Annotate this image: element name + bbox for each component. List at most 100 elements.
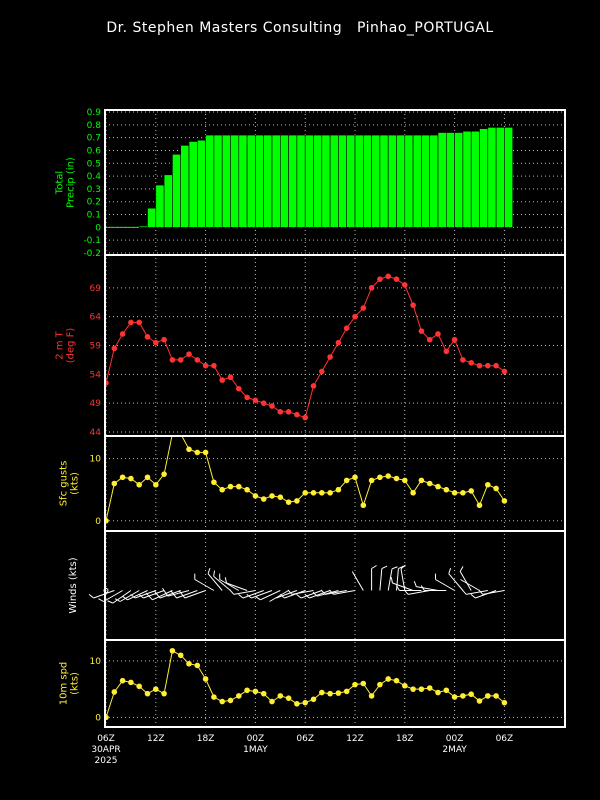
precip-bar-20	[271, 134, 281, 228]
temp-point-47	[493, 362, 499, 369]
precip-y-tick-4: 0.5	[87, 159, 101, 169]
wspd-point-47	[493, 693, 499, 699]
temp-point-21	[277, 409, 284, 415]
wspd-point-33	[377, 681, 383, 688]
precip-bar-28	[338, 134, 347, 228]
gust-point-31	[360, 502, 367, 509]
temp-y-tick-2: 59	[90, 342, 102, 352]
ylabel-0-0: Total	[55, 171, 66, 195]
wind-barb-32	[371, 565, 377, 591]
x-tick-label-6: 18Z	[396, 734, 414, 744]
x-tick-label-1: 12Z	[147, 734, 165, 744]
gust-point-47	[493, 485, 499, 492]
gust-point-39	[426, 480, 433, 487]
temp-point-39	[426, 336, 433, 343]
precip-bar-35	[396, 134, 406, 228]
precip-bar-39	[429, 134, 439, 228]
gust-point-23	[294, 498, 300, 504]
wspd-point-8	[169, 647, 176, 654]
temp-point-16	[236, 385, 242, 392]
wind-barb-10	[162, 588, 190, 597]
temp-point-42	[451, 336, 458, 343]
precip-bar-14	[221, 134, 231, 228]
wspd-point-32	[368, 693, 375, 699]
wind-barb-39	[403, 589, 430, 595]
gust-point-21	[277, 494, 284, 500]
precip-bar-15	[230, 134, 240, 228]
temp-point-28	[335, 339, 342, 346]
x-tick-year-0: 2025	[95, 756, 118, 766]
precip-bar-27	[329, 134, 339, 228]
gust-point-11	[194, 449, 201, 456]
precip-bar-23	[296, 134, 306, 228]
ylabel-4-1: (kts)	[70, 672, 81, 695]
gust-point-28	[335, 486, 342, 493]
precip-bar-44	[470, 130, 480, 228]
wspd-point-29	[343, 688, 350, 695]
precip-bar-12	[205, 134, 215, 228]
wspd-point-34	[385, 676, 392, 682]
precip-bar-26	[321, 134, 331, 228]
gust-point-22	[285, 499, 292, 505]
wind-barb-41	[420, 585, 447, 591]
wind-barb-44	[459, 566, 472, 591]
wspd-point-28	[335, 690, 342, 696]
panel-frame-3	[104, 530, 566, 641]
temp-y-tick-3: 54	[90, 370, 102, 380]
wind-barb-40	[413, 581, 439, 591]
temp-point-41	[443, 348, 450, 355]
wspd-y-tick-1: 0	[95, 713, 101, 723]
wind-barb-48	[478, 589, 505, 595]
gust-point-27	[327, 490, 333, 496]
wind-barb-23	[276, 590, 298, 599]
gust-y-tick-0: 10	[90, 455, 102, 465]
precip-y-tick-10: -0.1	[83, 236, 101, 246]
wind-barb-46	[461, 589, 488, 595]
gust-series	[105, 436, 508, 524]
wspd-point-14	[219, 698, 225, 705]
x-tick-label-4: 06Z	[296, 734, 314, 744]
wind-barb-1	[88, 590, 115, 599]
wind-barb-31	[351, 571, 364, 591]
gust-point-24	[302, 490, 309, 496]
gust-point-4	[136, 481, 142, 488]
temp-point-12	[202, 362, 209, 369]
x-tick-date-7: 2MAY	[442, 745, 467, 755]
precip-bar-11	[197, 139, 206, 228]
temp-point-18	[252, 397, 259, 404]
precip-bar-31	[362, 134, 372, 228]
wspd-point-19	[260, 690, 267, 697]
wspd-point-24	[302, 699, 309, 706]
gust-point-42	[451, 490, 458, 496]
precip-bar-47	[495, 127, 505, 228]
gust-point-45	[476, 502, 483, 509]
precip-bar-33	[379, 134, 389, 228]
precip-y-tick-2: 0.7	[87, 134, 101, 144]
temp-point-40	[435, 331, 441, 337]
wspd-point-30	[352, 681, 358, 688]
wind-barb-30	[329, 589, 356, 595]
x-tick-label-3: 00Z	[247, 734, 265, 744]
precip-y-tick-5: 0.4	[87, 172, 102, 182]
gust-point-5	[144, 474, 151, 481]
wspd-point-20	[269, 698, 275, 705]
wspd-point-21	[277, 693, 284, 699]
wspd-point-37	[410, 686, 416, 692]
gust-y-tick-1: 0	[95, 517, 101, 527]
precip-bar-13	[213, 134, 223, 228]
wind-barb-26	[296, 590, 322, 599]
wspd-point-1	[111, 689, 118, 695]
temp-point-11	[194, 357, 201, 363]
temp-point-8	[169, 357, 176, 363]
temp-point-13	[211, 362, 217, 369]
gust-point-10	[186, 446, 192, 453]
temp-point-22	[285, 409, 292, 415]
wspd-point-44	[468, 691, 475, 698]
wspd-point-39	[426, 685, 433, 691]
gust-point-35	[393, 475, 400, 482]
wind-barb-37	[390, 577, 414, 591]
wspd-point-3	[128, 679, 134, 686]
gust-point-17	[244, 486, 250, 493]
gust-point-30	[352, 474, 358, 481]
